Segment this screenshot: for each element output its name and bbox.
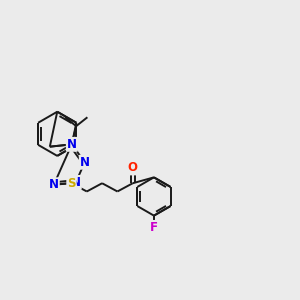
Text: S: S — [67, 177, 76, 190]
Text: N: N — [49, 178, 59, 191]
Text: O: O — [128, 161, 138, 174]
Text: N: N — [80, 156, 90, 169]
Text: F: F — [150, 221, 158, 234]
Text: N: N — [71, 176, 81, 189]
Text: N: N — [67, 138, 77, 151]
